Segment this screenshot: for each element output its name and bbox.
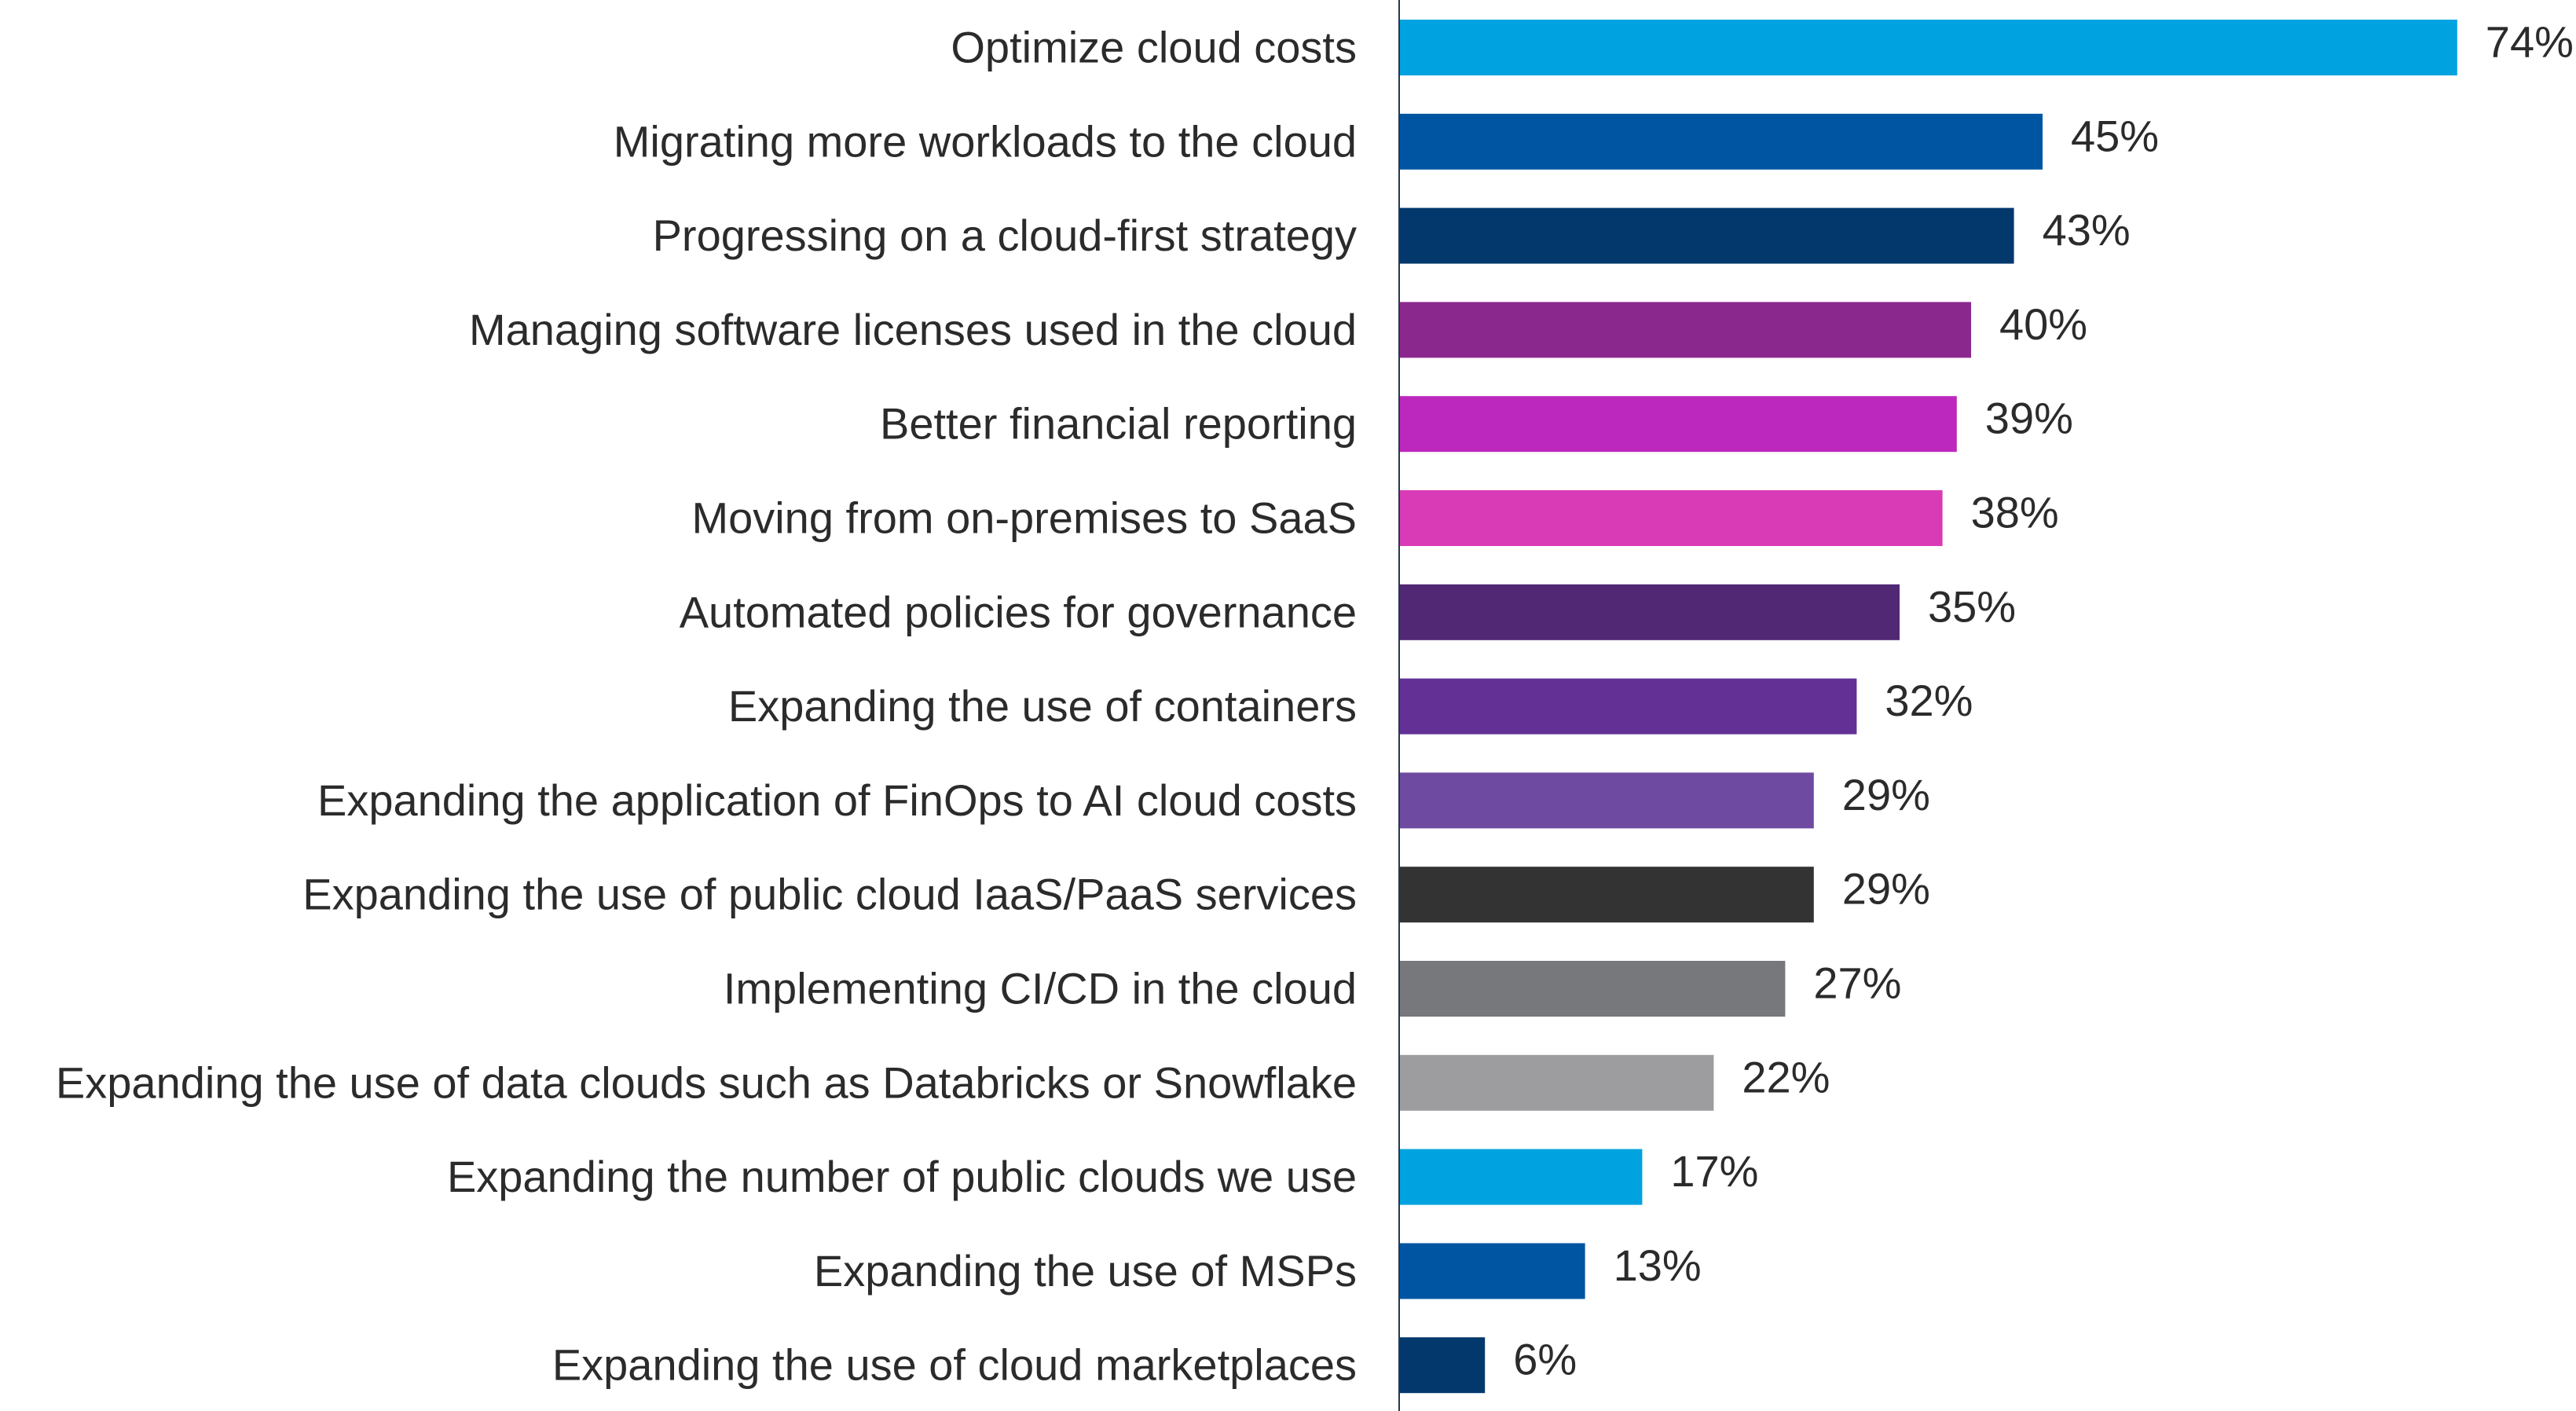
value-label: 13% [1614,1241,1702,1290]
category-label: Better financial reporting [880,399,1357,449]
bar [1399,1243,1585,1299]
bar [1399,961,1786,1017]
category-label: Expanding the use of containers [728,681,1357,731]
bar [1399,302,1971,358]
category-label: Expanding the application of FinOps to A… [317,775,1357,825]
category-label: Expanding the number of public clouds we… [447,1152,1357,1201]
value-label: 29% [1842,770,1930,819]
category-label: Moving from on-premises to SaaS [691,493,1357,543]
category-label: Expanding the use of MSPs [814,1246,1357,1296]
category-label: Expanding the use of data clouds such as… [56,1057,1357,1107]
bar [1399,772,1814,829]
value-label: 43% [2043,205,2131,255]
bar [1399,867,1814,923]
bar [1399,1149,1643,1205]
category-label: Optimize cloud costs [951,23,1357,72]
bar [1399,207,2014,264]
category-label: Automated policies for governance [680,587,1357,636]
value-label: 27% [1813,958,1901,1008]
category-label: Implementing CI/CD in the cloud [724,964,1357,1013]
category-label: Expanding the use of public cloud IaaS/P… [302,870,1357,919]
bar [1399,1054,1714,1111]
bar [1399,113,2043,170]
value-label: 39% [1985,394,2073,443]
category-label: Progressing on a cloud-first strategy [653,211,1357,260]
value-label: 6% [1513,1335,1577,1384]
category-label: Expanding the use of cloud marketplaces [552,1340,1357,1390]
bar [1399,1337,1486,1394]
value-label: 38% [1971,488,2059,537]
category-label: Managing software licenses used in the c… [469,305,1357,354]
value-label: 35% [1928,581,2016,631]
value-label: 22% [1742,1052,1830,1101]
value-label: 40% [1999,299,2087,349]
value-label: 74% [2486,17,2574,67]
bar [1399,20,2457,75]
value-label: 45% [2071,111,2159,160]
category-label: Migrating more workloads to the cloud [614,116,1357,166]
value-label: 17% [1670,1146,1758,1196]
bar [1399,584,1900,640]
bar [1399,396,1957,453]
bar [1399,490,1943,546]
bar [1399,678,1857,735]
value-label: 32% [1885,676,1973,725]
value-label: 29% [1842,864,1930,914]
